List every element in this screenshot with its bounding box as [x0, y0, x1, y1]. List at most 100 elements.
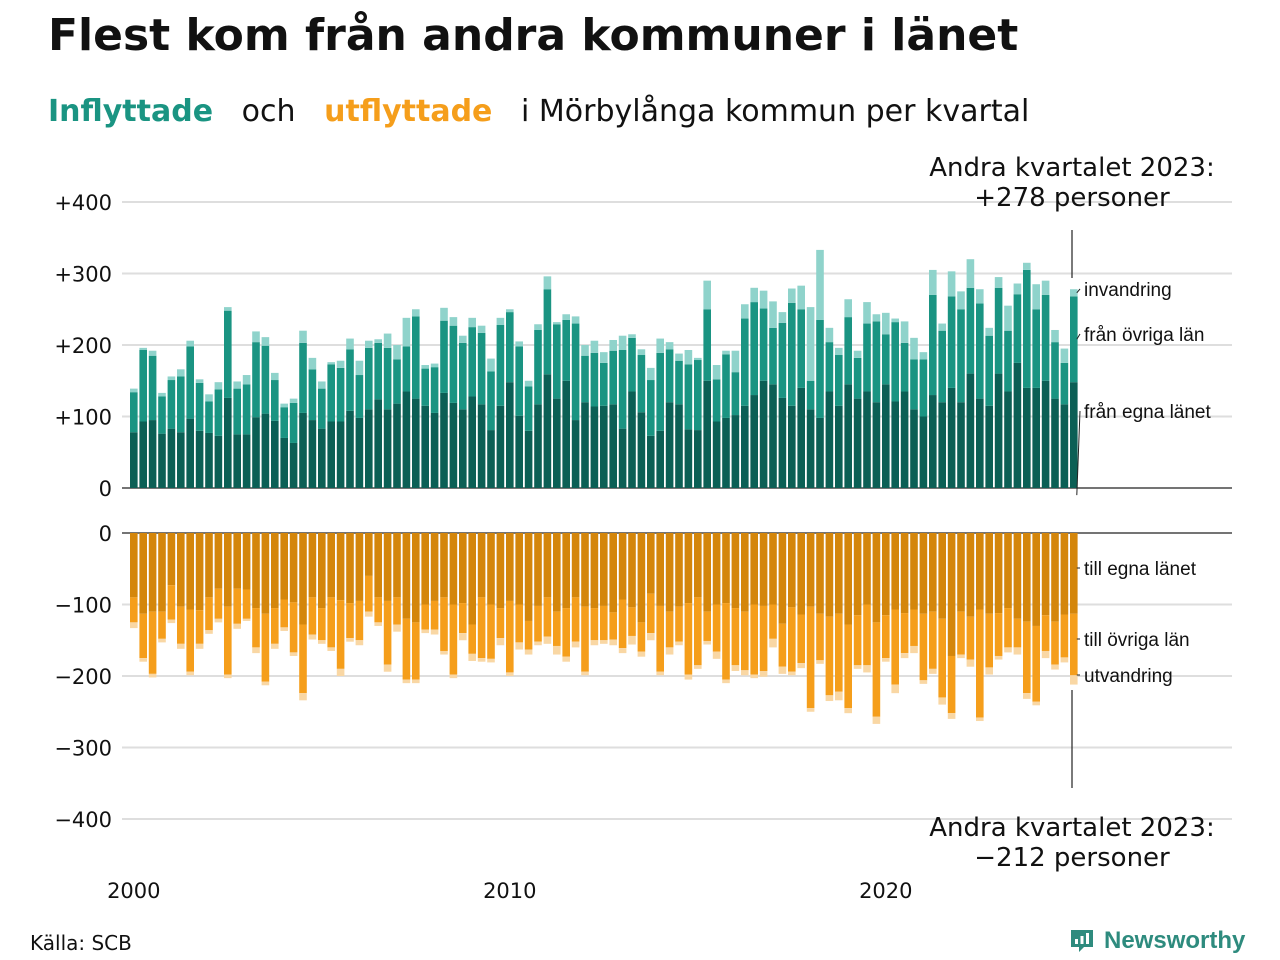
bar-out-1 — [985, 613, 993, 668]
bar-in-0 — [600, 405, 608, 488]
bar-out-1 — [882, 615, 890, 659]
bar-out-0 — [318, 533, 326, 609]
y-tick-label: −100 — [54, 594, 112, 618]
bar-in-2 — [919, 352, 928, 360]
bar-out-2 — [759, 670, 768, 677]
bar-in-2 — [731, 350, 740, 373]
bar-out-2 — [929, 668, 937, 674]
bar-out-2 — [731, 665, 740, 671]
y-tick-label: +100 — [54, 406, 112, 430]
annotation-text: +278 personer — [974, 183, 1170, 213]
bar-in-0 — [327, 421, 335, 488]
chart-canvas: +400 +300 +200 +100 0 0 −100 −200 −300 −400 2000 20… — [54, 153, 1232, 903]
bar-in-0 — [750, 395, 758, 488]
bar-out-1 — [647, 593, 655, 634]
bar-in-0 — [957, 402, 965, 488]
bar-in-0 — [788, 405, 796, 488]
bar-out-2 — [976, 717, 984, 722]
bar-out-0 — [139, 533, 147, 614]
bar-in-1 — [722, 354, 730, 418]
bar-out-0 — [167, 533, 176, 586]
bar-out-1 — [750, 604, 758, 675]
bar-in-1 — [158, 396, 166, 434]
bar-out-2 — [816, 660, 824, 664]
bar-in-2 — [929, 269, 937, 295]
bar-out-2 — [712, 651, 721, 659]
bar-out-1 — [195, 610, 204, 644]
bar-in-1 — [346, 349, 354, 411]
bar-out-1 — [600, 605, 608, 641]
bar-out-1 — [919, 613, 928, 681]
bar-out-2 — [618, 648, 627, 654]
bar-out-1 — [675, 606, 683, 642]
bar-out-0 — [722, 533, 730, 604]
bar-in-2 — [393, 345, 401, 360]
bar-out-2 — [637, 651, 646, 657]
bar-out-2 — [872, 716, 881, 724]
bar-out-0 — [487, 533, 495, 605]
bar-out-1 — [242, 589, 251, 619]
bar-in-1 — [336, 367, 345, 422]
bar-in-1 — [214, 389, 223, 436]
label-leader — [1076, 333, 1081, 340]
bar-out-2 — [694, 665, 702, 669]
bar-in-1 — [703, 309, 711, 381]
bar-out-2 — [994, 655, 1003, 660]
bar-out-0 — [195, 533, 204, 611]
bar-out-0 — [158, 533, 166, 612]
bar-out-0 — [647, 533, 655, 594]
bar-out-0 — [1070, 533, 1078, 614]
bar-in-0 — [496, 405, 505, 488]
bar-in-0 — [383, 409, 392, 488]
bar-out-0 — [496, 533, 505, 609]
bar-out-2 — [741, 670, 749, 676]
bar-in-0 — [459, 409, 467, 488]
bar-in-1 — [637, 355, 646, 413]
bar-in-2 — [336, 360, 345, 368]
bar-in-0 — [929, 395, 937, 488]
bar-in-2 — [167, 376, 176, 381]
bar-in-2 — [665, 342, 674, 350]
bar-out-0 — [1060, 533, 1069, 615]
bar-out-0 — [919, 533, 928, 614]
bar-in-1 — [468, 327, 476, 397]
bar-out-0 — [449, 533, 458, 605]
bar-in-2 — [355, 360, 364, 376]
bar-out-0 — [205, 533, 213, 598]
bar-in-1 — [581, 355, 589, 403]
bar-out-2 — [449, 674, 458, 679]
bar-out-2 — [468, 653, 476, 661]
bar-out-1 — [1041, 615, 1050, 651]
bar-out-1 — [759, 605, 768, 671]
x-tick-label: 2020 — [859, 879, 912, 903]
bar-in-1 — [985, 335, 993, 406]
bar-out-2 — [195, 643, 204, 649]
bar-in-2 — [365, 340, 373, 348]
bar-in-0 — [515, 415, 523, 488]
bar-in-0 — [1032, 387, 1040, 488]
label-leader — [1076, 288, 1081, 294]
bar-out-0 — [553, 533, 561, 612]
bar-in-2 — [271, 372, 279, 381]
bar-in-1 — [712, 379, 721, 422]
bar-out-2 — [553, 645, 561, 655]
bar-out-2 — [459, 633, 467, 641]
bar-out-0 — [665, 533, 674, 612]
bar-in-2 — [148, 350, 157, 356]
bar-out-1 — [515, 604, 523, 643]
bar-out-2 — [1041, 650, 1050, 659]
bar-out-2 — [506, 672, 514, 676]
bar-out-2 — [750, 674, 758, 679]
bar-in-2 — [816, 249, 824, 320]
bar-out-2 — [487, 658, 495, 663]
bar-in-0 — [195, 430, 204, 488]
bar-out-1 — [806, 606, 815, 709]
bar-out-2 — [308, 634, 317, 640]
subtitle-och: och — [241, 94, 296, 129]
subtitle-inflyttade: Inflyttade — [48, 94, 214, 129]
bar-chart-icon — [1071, 930, 1093, 952]
bar-in-2 — [534, 324, 542, 330]
bar-in-1 — [383, 347, 392, 410]
bar-out-1 — [618, 599, 627, 649]
bar-in-0 — [722, 417, 730, 488]
